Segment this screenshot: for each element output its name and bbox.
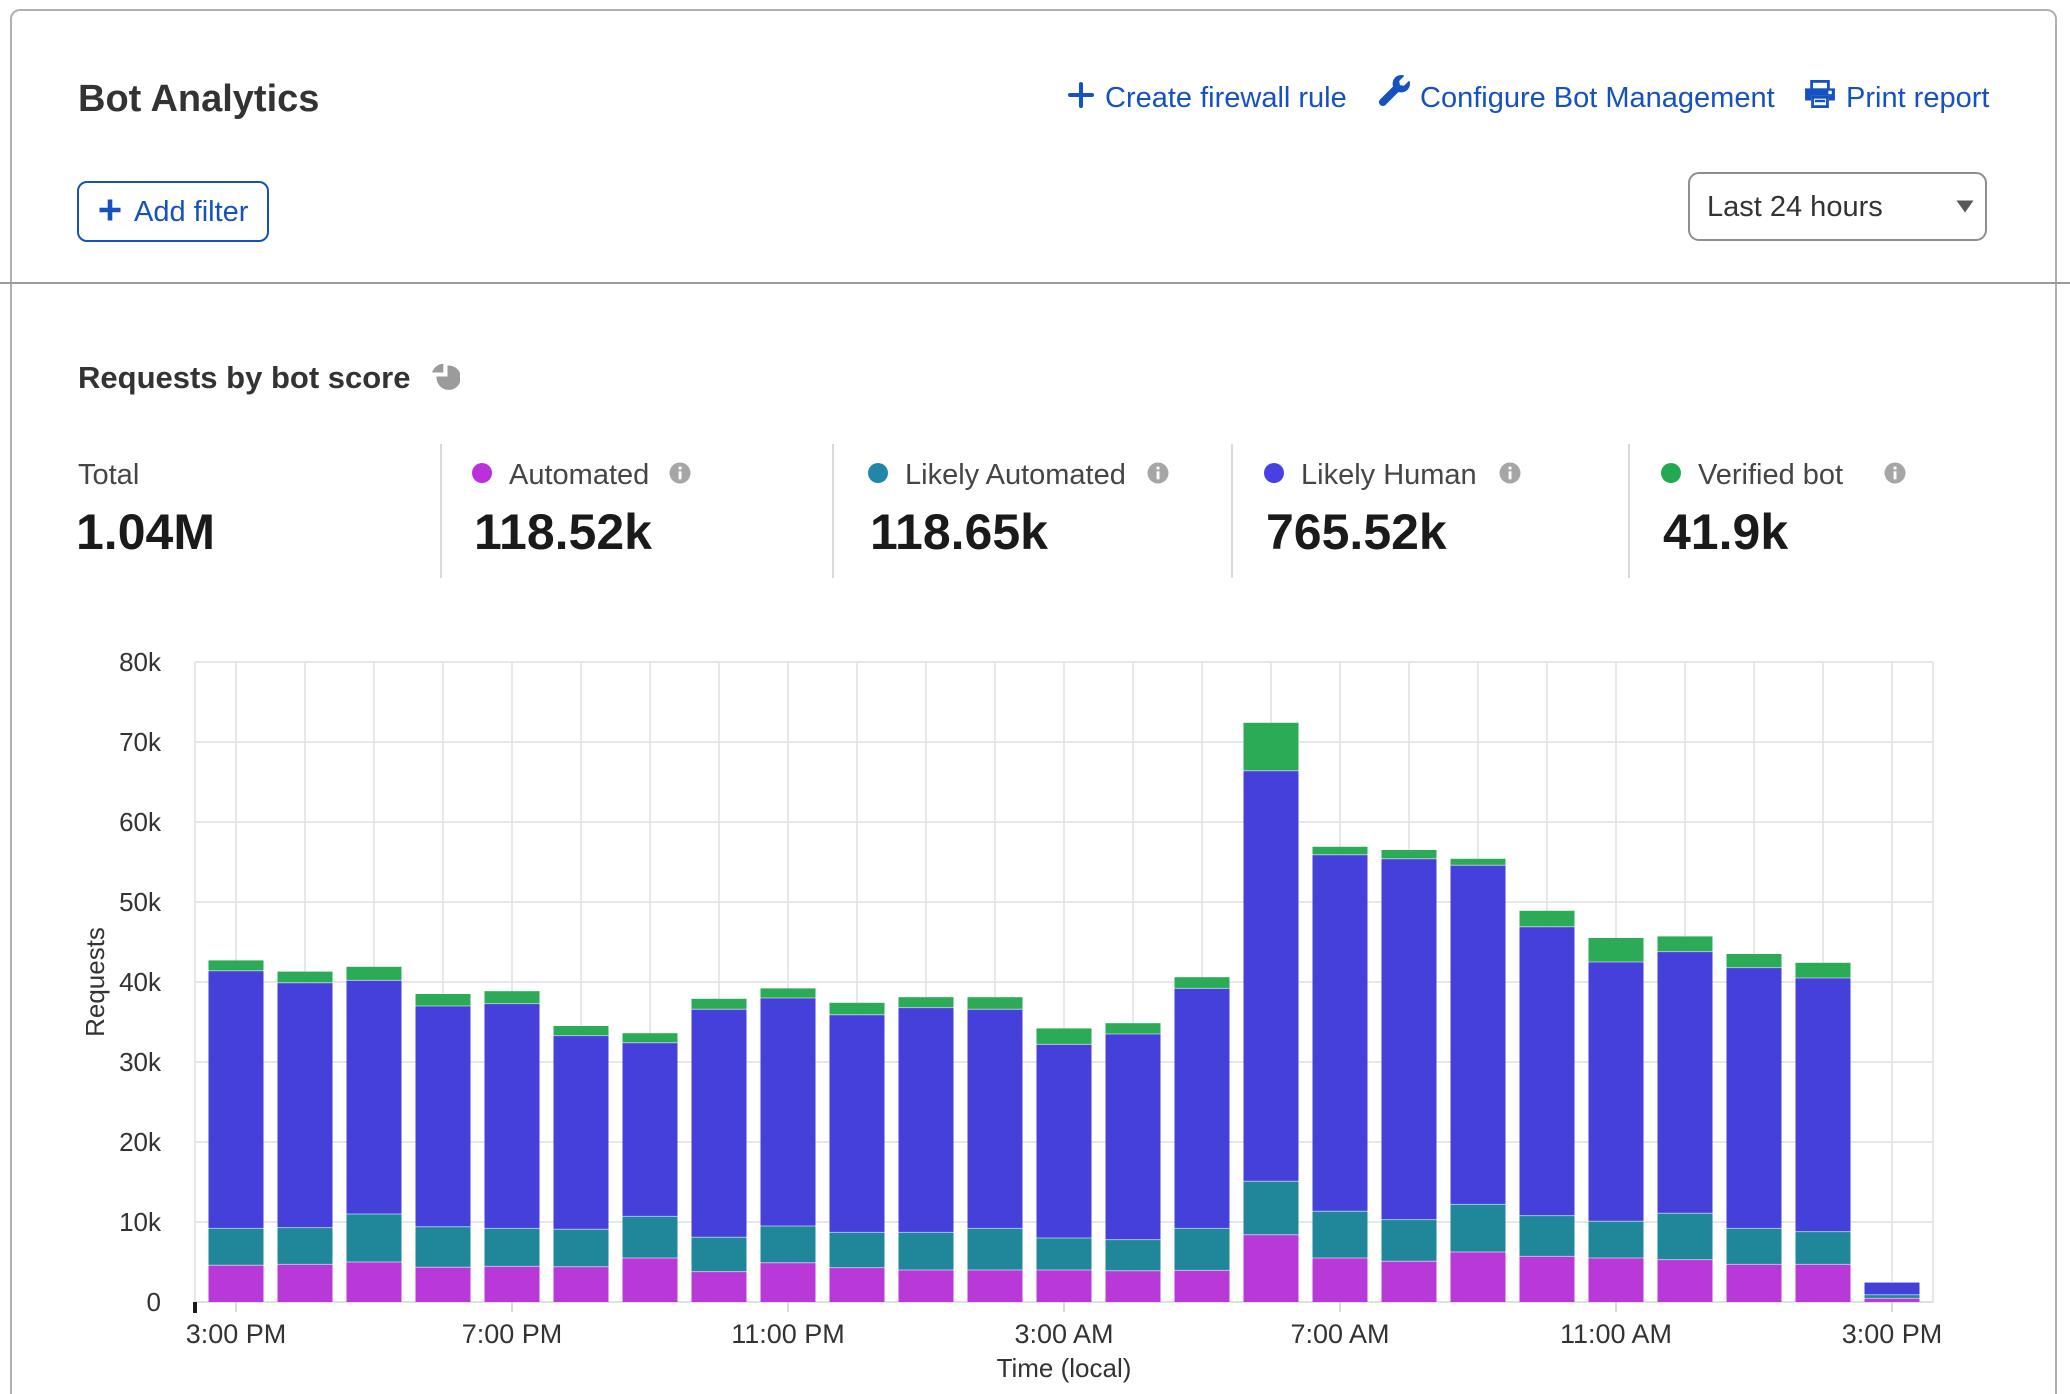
svg-text:80k: 80k (119, 647, 162, 677)
svg-text:60k: 60k (119, 807, 162, 837)
svg-text:Requests: Requests (80, 927, 110, 1037)
svg-text:Time (local): Time (local) (997, 1353, 1132, 1383)
svg-text:70k: 70k (119, 727, 162, 757)
svg-text:10k: 10k (119, 1207, 162, 1237)
svg-text:3:00 AM: 3:00 AM (1014, 1319, 1113, 1349)
svg-text:40k: 40k (119, 967, 162, 997)
svg-text:50k: 50k (119, 887, 162, 917)
svg-text:20k: 20k (119, 1127, 162, 1157)
svg-text:11:00 PM: 11:00 PM (731, 1319, 845, 1349)
svg-text:30k: 30k (119, 1047, 162, 1077)
svg-text:3:00 PM: 3:00 PM (1842, 1319, 1943, 1349)
svg-text:0: 0 (147, 1287, 161, 1317)
svg-text:7:00 PM: 7:00 PM (462, 1319, 563, 1349)
svg-text:3:00 PM: 3:00 PM (186, 1319, 287, 1349)
svg-text:7:00 AM: 7:00 AM (1290, 1319, 1389, 1349)
svg-text:11:00 AM: 11:00 AM (1560, 1319, 1672, 1349)
